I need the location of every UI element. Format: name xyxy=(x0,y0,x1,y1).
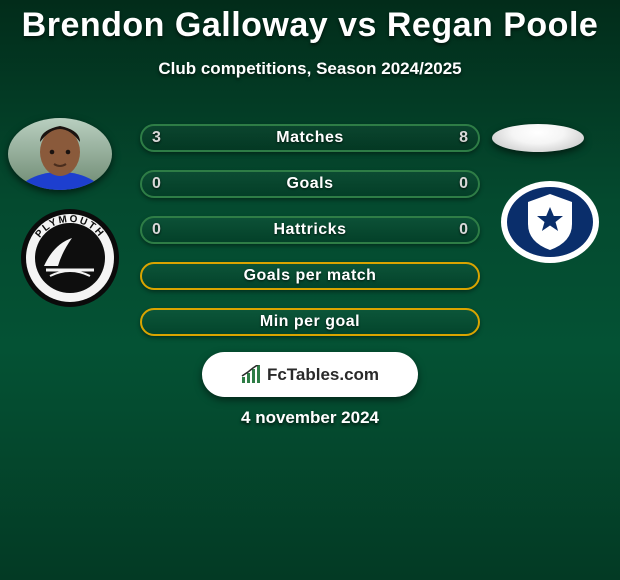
page-subtitle: Club competitions, Season 2024/2025 xyxy=(0,59,620,79)
stat-label: Matches xyxy=(276,129,344,147)
stat-right-value: 8 xyxy=(459,129,468,147)
stat-label: Hattricks xyxy=(274,221,347,239)
watermark-text: FcTables.com xyxy=(267,365,379,385)
club-right-badge xyxy=(500,180,600,264)
date-label: 4 november 2024 xyxy=(0,408,620,428)
stat-right-value: 0 xyxy=(459,221,468,239)
page-title: Brendon Galloway vs Regan Poole xyxy=(0,0,620,45)
player-right-avatar xyxy=(492,124,584,152)
stat-row-matches: 3 Matches 8 xyxy=(140,124,480,152)
player-left-avatar xyxy=(8,118,112,190)
club-left-badge: PLYMOUTH xyxy=(20,208,120,308)
stats-container: 3 Matches 8 0 Goals 0 0 Hattricks 0 Goal… xyxy=(140,124,480,354)
stat-row-hattricks: 0 Hattricks 0 xyxy=(140,216,480,244)
stat-right-value: 0 xyxy=(459,175,468,193)
stat-row-goals: 0 Goals 0 xyxy=(140,170,480,198)
watermark: FcTables.com xyxy=(202,352,418,397)
stat-left-value: 3 xyxy=(152,129,161,147)
stat-row-min-per-goal: Min per goal xyxy=(140,308,480,336)
stat-left-value: 0 xyxy=(152,175,161,193)
stat-row-goals-per-match: Goals per match xyxy=(140,262,480,290)
stat-label: Min per goal xyxy=(260,313,360,331)
bar-chart-icon xyxy=(241,365,263,385)
stat-left-value: 0 xyxy=(152,221,161,239)
stat-label: Goals per match xyxy=(244,267,377,285)
stat-label: Goals xyxy=(287,175,334,193)
